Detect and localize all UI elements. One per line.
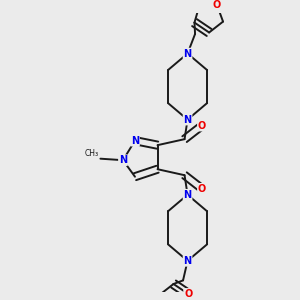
Text: N: N (184, 49, 192, 58)
Text: O: O (198, 121, 206, 130)
Text: O: O (198, 184, 206, 194)
Text: CH₃: CH₃ (85, 149, 99, 158)
Text: O: O (184, 289, 192, 299)
Text: N: N (184, 190, 192, 200)
Text: N: N (119, 155, 127, 165)
Text: O: O (213, 0, 221, 10)
Text: N: N (184, 256, 192, 266)
Text: N: N (131, 136, 139, 146)
Text: N: N (184, 115, 192, 124)
